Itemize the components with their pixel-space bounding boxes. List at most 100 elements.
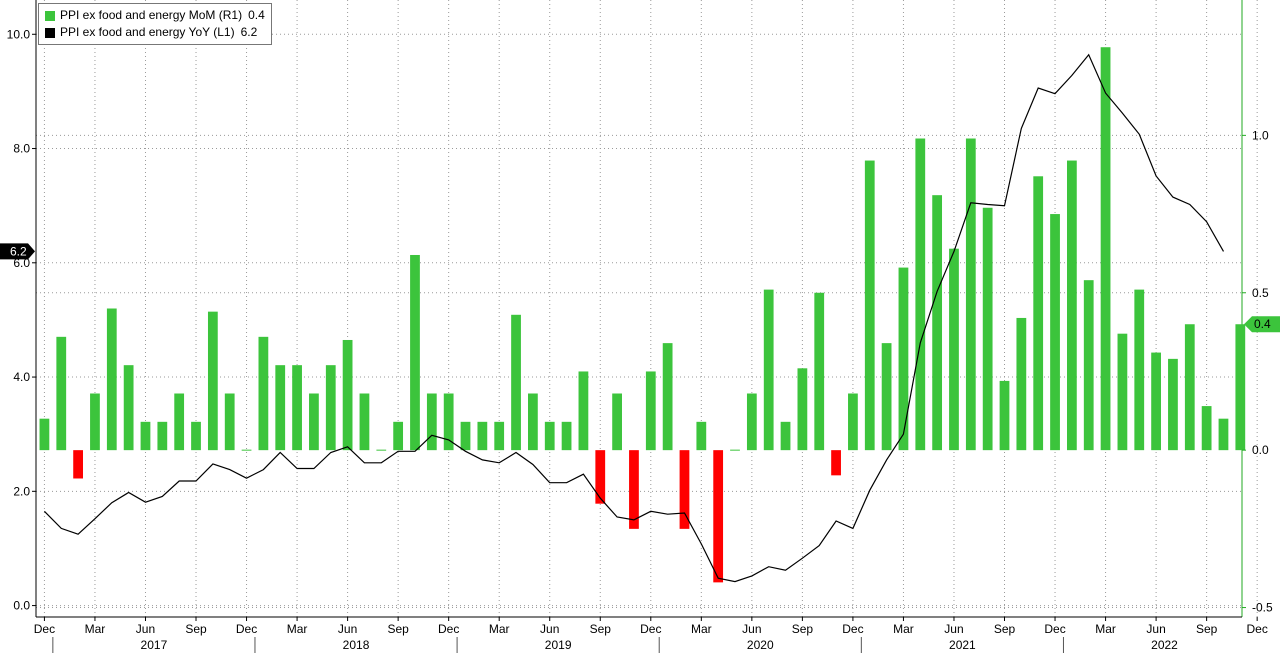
bar [494, 421, 505, 451]
bar [848, 393, 858, 451]
bar [1218, 418, 1229, 451]
bar [831, 450, 841, 476]
x-month-label: Mar [691, 622, 712, 636]
bar [460, 421, 471, 451]
bar [679, 450, 690, 529]
bar [56, 336, 67, 451]
right-tick-label: -0.5 [1252, 601, 1273, 615]
x-month-label: Dec [34, 622, 55, 636]
x-year-label: 2022 [1151, 638, 1178, 652]
legend-swatch-yoy [45, 27, 55, 38]
x-month-label: Jun [944, 622, 963, 636]
bar [713, 450, 724, 583]
bar [1184, 324, 1195, 451]
right-tick-label: 0.0 [1252, 443, 1269, 457]
bar [443, 393, 454, 451]
bar [174, 393, 185, 451]
x-year-label: 2020 [747, 638, 774, 652]
bar [932, 195, 943, 451]
bar [612, 393, 622, 451]
bar [797, 368, 808, 451]
bar [965, 138, 976, 451]
bar [258, 336, 269, 451]
bar [191, 421, 201, 451]
bar [325, 365, 336, 451]
left-tick-label: 8.0 [13, 142, 30, 156]
x-month-label: Mar [893, 622, 914, 636]
legend-value-mom: 0.4 [248, 8, 265, 22]
x-month-label: Mar [1095, 622, 1116, 636]
bar [1050, 214, 1060, 451]
bar [662, 343, 673, 451]
left-tick-label: 4.0 [13, 370, 30, 384]
x-month-label: Sep [185, 622, 207, 636]
right-last-value-label: 0.4 [1254, 317, 1271, 331]
legend-entry-mom: PPI ex food and energy MoM (R1) 0.4 [45, 7, 265, 24]
bar [595, 450, 606, 504]
legend-entry-yoy: PPI ex food and energy YoY (L1) 6.2 [45, 24, 265, 41]
x-month-label: Sep [994, 622, 1016, 636]
bar [123, 365, 134, 451]
bar [106, 308, 117, 451]
bar [1066, 160, 1077, 451]
x-month-label: Dec [842, 622, 863, 636]
bar [393, 421, 404, 451]
bar [511, 314, 521, 451]
x-year-label: 2021 [949, 638, 976, 652]
bar [629, 450, 639, 529]
bar [426, 393, 437, 451]
bar [1134, 289, 1145, 451]
bar [898, 267, 909, 451]
bar [90, 393, 100, 451]
x-month-label: Dec [1044, 622, 1065, 636]
legend: PPI ex food and energy MoM (R1) 0.4 PPI … [38, 3, 272, 45]
bar [39, 418, 50, 451]
bar [73, 450, 83, 479]
bar [763, 289, 774, 451]
bar [1117, 333, 1128, 451]
right-tick-label: 0.5 [1252, 286, 1269, 300]
x-month-label: Dec [236, 622, 257, 636]
bar [292, 365, 302, 451]
left-last-value-label: 6.2 [10, 244, 27, 258]
bar [1033, 176, 1044, 451]
bar [696, 421, 707, 451]
bar [949, 248, 959, 451]
x-month-label: Sep [387, 622, 409, 636]
x-month-label: Jun [742, 622, 761, 636]
right-last-value-tag [1244, 316, 1280, 333]
legend-value-yoy: 6.2 [240, 25, 258, 39]
bar [578, 371, 589, 451]
yoy-line [43, 53, 1225, 583]
bar [342, 339, 353, 451]
x-year-label: 2018 [343, 638, 370, 652]
x-month-label: Mar [489, 622, 510, 636]
bar [864, 160, 875, 451]
x-month-label: Sep [792, 622, 814, 636]
bar [645, 371, 656, 451]
bar [207, 311, 218, 451]
bar [1151, 352, 1161, 451]
legend-label-mom: PPI ex food and energy MoM (R1) [60, 8, 243, 22]
bar [157, 421, 168, 451]
bar [1100, 47, 1111, 451]
bar [275, 365, 286, 451]
bar [309, 393, 319, 451]
x-month-label: Jun [136, 622, 155, 636]
x-month-label: Sep [590, 622, 612, 636]
bar [999, 380, 1010, 451]
bar [915, 138, 926, 451]
left-last-value-tag [0, 243, 35, 260]
bar [1083, 280, 1094, 451]
bar [241, 449, 252, 451]
bar [881, 343, 892, 451]
x-year-label: 2017 [141, 638, 168, 652]
right-tick-label: 1.0 [1252, 128, 1269, 142]
x-year-label: 2019 [545, 638, 572, 652]
left-tick-label: 0.0 [13, 599, 30, 613]
bar [746, 393, 757, 451]
left-tick-label: 2.0 [13, 484, 30, 498]
bar [730, 449, 740, 451]
